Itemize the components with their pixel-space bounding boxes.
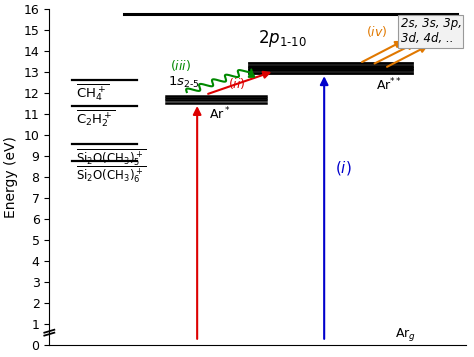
Text: $(i)$: $(i)$	[335, 159, 351, 177]
Text: $(iv)$: $(iv)$	[366, 24, 387, 39]
Text: Ar$^*$: Ar$^*$	[209, 106, 231, 123]
Text: Ar$^+$: Ar$^+$	[403, 19, 427, 34]
Y-axis label: Energy (eV): Energy (eV)	[4, 136, 18, 218]
Text: Ar$^{**}$: Ar$^{**}$	[376, 77, 402, 93]
Text: $\overline{\mathrm{Si_2O(CH_3)_6^+}}$: $\overline{\mathrm{Si_2O(CH_3)_6^+}}$	[76, 164, 146, 185]
Text: $(iii)$: $(iii)$	[170, 58, 191, 73]
Text: $\overline{\mathrm{Si_2O(CH_3)_5^+}}$: $\overline{\mathrm{Si_2O(CH_3)_5^+}}$	[76, 147, 146, 168]
Text: $(ii)$: $(ii)$	[228, 76, 246, 91]
Text: $\overline{\mathrm{C_2H_2^+}}$: $\overline{\mathrm{C_2H_2^+}}$	[76, 109, 116, 129]
Text: $\overline{\mathrm{CH_4^+}}$: $\overline{\mathrm{CH_4^+}}$	[76, 83, 109, 104]
Text: Ar$_g$: Ar$_g$	[395, 326, 416, 343]
Text: $2p_{1\text{-}10}$: $2p_{1\text{-}10}$	[257, 28, 306, 49]
FancyBboxPatch shape	[398, 15, 463, 48]
Text: $1s_{2\text{-}5}$: $1s_{2\text{-}5}$	[168, 75, 200, 90]
Text: 2s, 3s, 3p,
3d, 4d, ..: 2s, 3s, 3p, 3d, 4d, ..	[401, 16, 462, 45]
